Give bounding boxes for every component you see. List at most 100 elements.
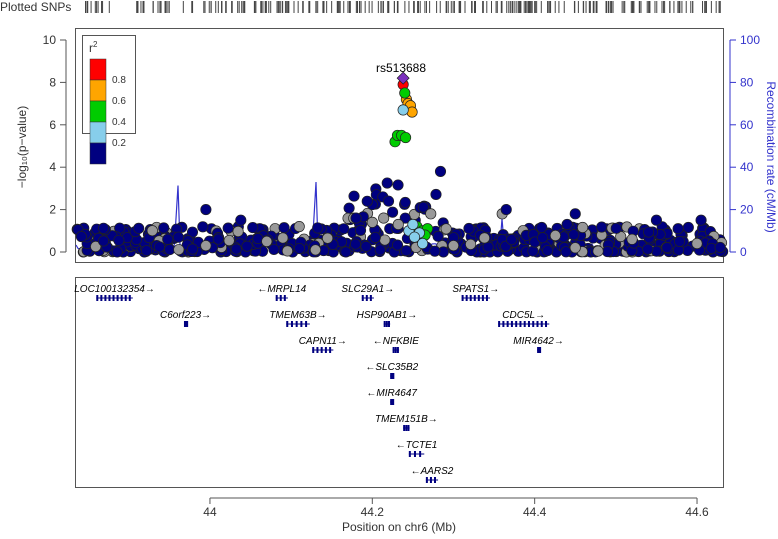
gene-label: CAPN11→: [299, 336, 347, 347]
snp-point: [537, 232, 549, 244]
snp-point: [309, 244, 322, 256]
snp-point: [379, 234, 391, 246]
gene-exon: [96, 295, 99, 301]
snp-point: [463, 222, 475, 235]
legend-label: 0.6: [112, 96, 126, 107]
gene-exon: [419, 451, 422, 457]
snp-point: [340, 246, 352, 258]
snp-point: [349, 238, 362, 250]
snp-point: [247, 221, 259, 234]
gene-label: ←TCTE1: [396, 440, 438, 451]
gene-label: ←MIR4647: [366, 388, 417, 399]
y2-tick-label: 60: [740, 118, 754, 132]
gene-exon: [403, 425, 406, 431]
gene-exon: [183, 321, 186, 327]
legend-label: 0.4: [112, 117, 126, 128]
snp-point: [374, 244, 386, 256]
gene-label: ←SLC35B2: [365, 362, 418, 373]
snp-point: [407, 218, 419, 230]
x-tick-label: 44.2: [361, 505, 385, 519]
gene-exon: [506, 321, 509, 327]
y2-axis-label: Recombination rate (cM/Mb): [764, 81, 778, 232]
gene-panel-frame: [75, 277, 724, 488]
snp-point: [429, 245, 441, 257]
y-axis-right: 0 20 40 60 80 100: [729, 33, 760, 259]
snp-point: [141, 245, 153, 257]
snp-point: [400, 245, 412, 257]
gene-exon: [519, 321, 522, 327]
snp-point: [162, 233, 174, 245]
r2-legend: r2 0.8 0.6 0.4 0.2: [82, 35, 136, 165]
y-tick-label: 8: [49, 75, 56, 89]
snp-point: [381, 177, 393, 189]
snp-point: [568, 229, 580, 241]
gene-exon: [429, 477, 432, 483]
snp-point: [391, 239, 404, 251]
gene-exon: [316, 347, 319, 353]
gene-label: HSP90AB1→: [357, 310, 418, 321]
snp-point: [392, 218, 404, 230]
snp-point: [626, 233, 638, 245]
snp-point: [172, 231, 184, 243]
gene-label: LOC100132354→: [74, 284, 155, 295]
snp-point: [592, 245, 604, 257]
snp-point: [241, 240, 253, 252]
plotted-snps-label: Plotted SNPs: [0, 0, 71, 14]
snp-point: [113, 234, 125, 246]
gene-exon: [536, 321, 539, 327]
snp-point: [164, 244, 176, 256]
snp-point: [212, 233, 224, 245]
snp-point: [366, 216, 378, 228]
gene-exon: [279, 295, 282, 301]
y-axis-label: −log₁₀(p−value): [15, 106, 29, 188]
snp-point: [153, 241, 166, 253]
gene-exon: [502, 321, 505, 327]
legend-title: r2: [89, 40, 98, 55]
snp-point: [232, 225, 244, 238]
snp-point: [348, 190, 360, 202]
gene-exon: [390, 373, 393, 379]
snp-point: [560, 246, 572, 258]
snp-point: [447, 240, 460, 252]
legend-swatch: [89, 79, 107, 102]
snp-point: [399, 212, 411, 224]
snp-point: [97, 222, 110, 234]
gene-exon: [108, 295, 111, 301]
gene-exon: [365, 295, 368, 301]
snp-point: [440, 223, 452, 235]
snp-point: [695, 214, 707, 226]
snp-point: [408, 231, 421, 243]
gene-exon: [312, 347, 315, 353]
gene-exon: [515, 321, 518, 327]
gene-exon: [461, 295, 464, 301]
snp-point: [278, 222, 290, 234]
gene-exon: [112, 295, 115, 301]
snp-point: [399, 87, 411, 99]
legend-label: 0.2: [112, 138, 126, 149]
gene-exon: [523, 321, 526, 327]
snp-point: [434, 165, 447, 177]
legend-swatch: [89, 142, 107, 165]
snp-point: [392, 179, 404, 191]
gene-exon: [391, 373, 394, 379]
snp-point: [293, 242, 306, 255]
snp-point: [186, 226, 199, 238]
gene-label: MIR4642→: [513, 336, 564, 347]
plot-frame: [75, 28, 724, 263]
x-axis: 44 44.2 44.4 44.6: [203, 497, 709, 519]
legend-swatch: [89, 58, 107, 81]
snp-point: [691, 237, 703, 250]
snp-point: [569, 242, 581, 254]
gene-exon: [408, 451, 411, 457]
snp-point: [577, 221, 589, 234]
snp-point: [432, 230, 444, 242]
y-tick-label: 6: [49, 118, 56, 132]
legend-swatch: [89, 121, 107, 144]
snp-point: [527, 245, 539, 257]
gene-exon: [396, 347, 399, 353]
gene-exon: [116, 295, 119, 301]
gene-exon: [369, 295, 372, 301]
snp-point: [400, 131, 412, 144]
snp-point: [561, 218, 573, 230]
snp-point: [133, 222, 145, 234]
